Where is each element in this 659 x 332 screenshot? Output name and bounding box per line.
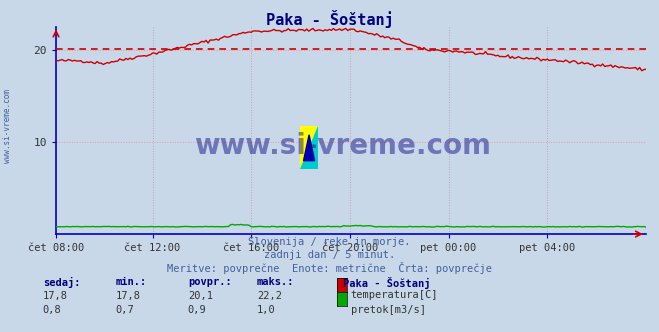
- Text: 1,0: 1,0: [257, 305, 275, 315]
- Text: min.:: min.:: [115, 277, 146, 287]
- Text: 0,7: 0,7: [115, 305, 134, 315]
- Text: 0,9: 0,9: [188, 305, 206, 315]
- Text: sedaj:: sedaj:: [43, 277, 80, 288]
- Text: zadnji dan / 5 minut.: zadnji dan / 5 minut.: [264, 250, 395, 260]
- Text: Slovenija / reke in morje.: Slovenija / reke in morje.: [248, 237, 411, 247]
- Text: pretok[m3/s]: pretok[m3/s]: [351, 305, 426, 315]
- Text: 22,2: 22,2: [257, 290, 282, 300]
- Text: 17,8: 17,8: [43, 290, 68, 300]
- Text: www.si-vreme.com: www.si-vreme.com: [3, 89, 13, 163]
- Text: temperatura[C]: temperatura[C]: [351, 290, 438, 300]
- Polygon shape: [304, 135, 314, 161]
- Text: Paka - Šoštanj: Paka - Šoštanj: [343, 277, 430, 289]
- Text: maks.:: maks.:: [257, 277, 295, 287]
- Text: 20,1: 20,1: [188, 290, 213, 300]
- Text: 17,8: 17,8: [115, 290, 140, 300]
- Polygon shape: [300, 126, 318, 169]
- Text: Paka - Šoštanj: Paka - Šoštanj: [266, 10, 393, 28]
- Text: 0,8: 0,8: [43, 305, 61, 315]
- Text: www.si-vreme.com: www.si-vreme.com: [194, 132, 491, 160]
- Text: Meritve: povprečne  Enote: metrične  Črta: povprečje: Meritve: povprečne Enote: metrične Črta:…: [167, 262, 492, 274]
- Text: povpr.:: povpr.:: [188, 277, 231, 287]
- Polygon shape: [300, 126, 318, 169]
